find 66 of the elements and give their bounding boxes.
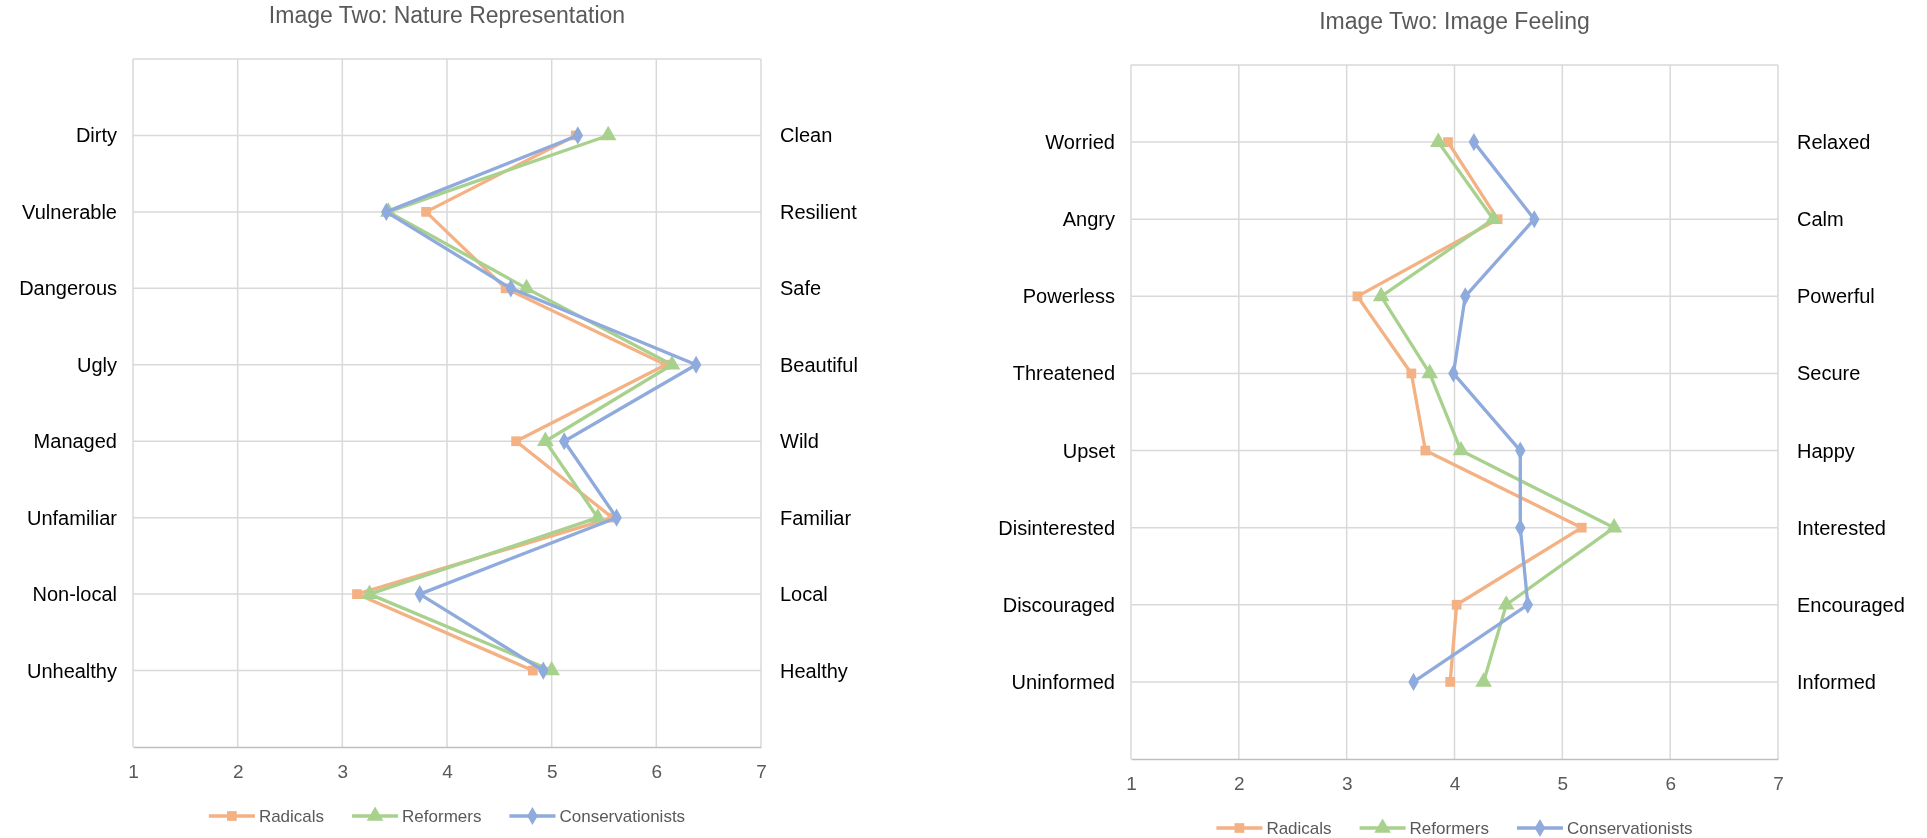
y-tick-label: Worried	[1045, 131, 1115, 154]
point	[511, 436, 521, 447]
y2-tick-label: Resilient	[780, 200, 858, 223]
legend-label: Radicals	[258, 806, 325, 826]
x-tick-label: 7	[1773, 773, 1784, 795]
y2-tick-label: Powerful	[1797, 285, 1875, 308]
y-tick-label: Angry	[1062, 208, 1115, 231]
y2-tick-label: Clean	[780, 124, 833, 147]
legend-label: Conservationists	[559, 806, 686, 826]
point	[1475, 672, 1492, 687]
y-tick-label: Ugly	[76, 353, 117, 376]
point	[1605, 518, 1623, 533]
y2-tick-label: Healthy	[780, 659, 848, 682]
point	[589, 508, 607, 523]
y-tick-label: Unfamiliar	[26, 506, 118, 529]
x-tick-label: 4	[1449, 773, 1461, 795]
y2-tick-label: Local	[780, 583, 828, 606]
y-tick-label: Uninformed	[1011, 670, 1115, 693]
y2-tick-label: Calm	[1797, 208, 1844, 231]
legend-label: Conservationists	[1566, 818, 1693, 838]
y-tick-label: Unhealthy	[26, 659, 117, 682]
point	[352, 589, 362, 599]
point	[1497, 595, 1515, 610]
y2-tick-label: Familiar	[780, 506, 852, 529]
legend-label: Reformers	[402, 806, 482, 826]
chart-title: Image Two: Nature Representation	[268, 2, 626, 28]
x-tick-label: 1	[1126, 773, 1137, 795]
x-tick-label: 3	[1341, 773, 1353, 795]
x-tick-label: 3	[337, 761, 349, 783]
y2-tick-label: Relaxed	[1797, 131, 1871, 154]
y2-tick-label: Encouraged	[1797, 593, 1905, 616]
point	[1352, 291, 1363, 302]
x-tick-label: 4	[442, 761, 454, 783]
y2-tick-label: Safe	[780, 277, 822, 300]
y-tick-label: Disinterested	[998, 516, 1115, 539]
y-tick-label: Threatened	[1012, 362, 1115, 385]
x-tick-label: 6	[1665, 773, 1676, 795]
y2-tick-label: Beautiful	[780, 353, 858, 376]
y-tick-label: Discouraged	[1002, 593, 1115, 616]
x-tick-label: 2	[1234, 773, 1245, 795]
y2-tick-label: Happy	[1797, 439, 1855, 462]
legend-label: Radicals	[1266, 818, 1332, 838]
y-tick-label: Non-local	[32, 583, 117, 606]
y-tick-label: Vulnerable	[22, 200, 117, 223]
y-tick-label: Upset	[1062, 439, 1116, 462]
y2-tick-label: Secure	[1797, 362, 1861, 385]
x-tick-label: 5	[1557, 773, 1569, 795]
x-tick-label: 2	[232, 761, 244, 783]
point	[421, 207, 431, 217]
x-tick-label: 5	[546, 761, 558, 783]
x-tick-label: 6	[651, 761, 663, 783]
chart-title: Image Two: Image Feeling	[1319, 8, 1590, 34]
y2-tick-label: Interested	[1797, 516, 1886, 539]
y2-tick-label: Wild	[780, 430, 819, 453]
y-tick-label: Managed	[33, 430, 117, 453]
y-tick-label: Dirty	[75, 124, 117, 147]
point	[1451, 599, 1462, 610]
y-tick-label: Dangerous	[19, 277, 117, 300]
x-tick-label: 1	[128, 761, 139, 783]
x-tick-label: 7	[756, 761, 767, 783]
point	[1445, 677, 1456, 687]
y2-tick-label: Informed	[1797, 670, 1876, 693]
legend-label: Reformers	[1409, 818, 1489, 838]
y-tick-label: Powerless	[1022, 285, 1115, 308]
point	[1576, 522, 1587, 533]
point	[1406, 368, 1417, 379]
